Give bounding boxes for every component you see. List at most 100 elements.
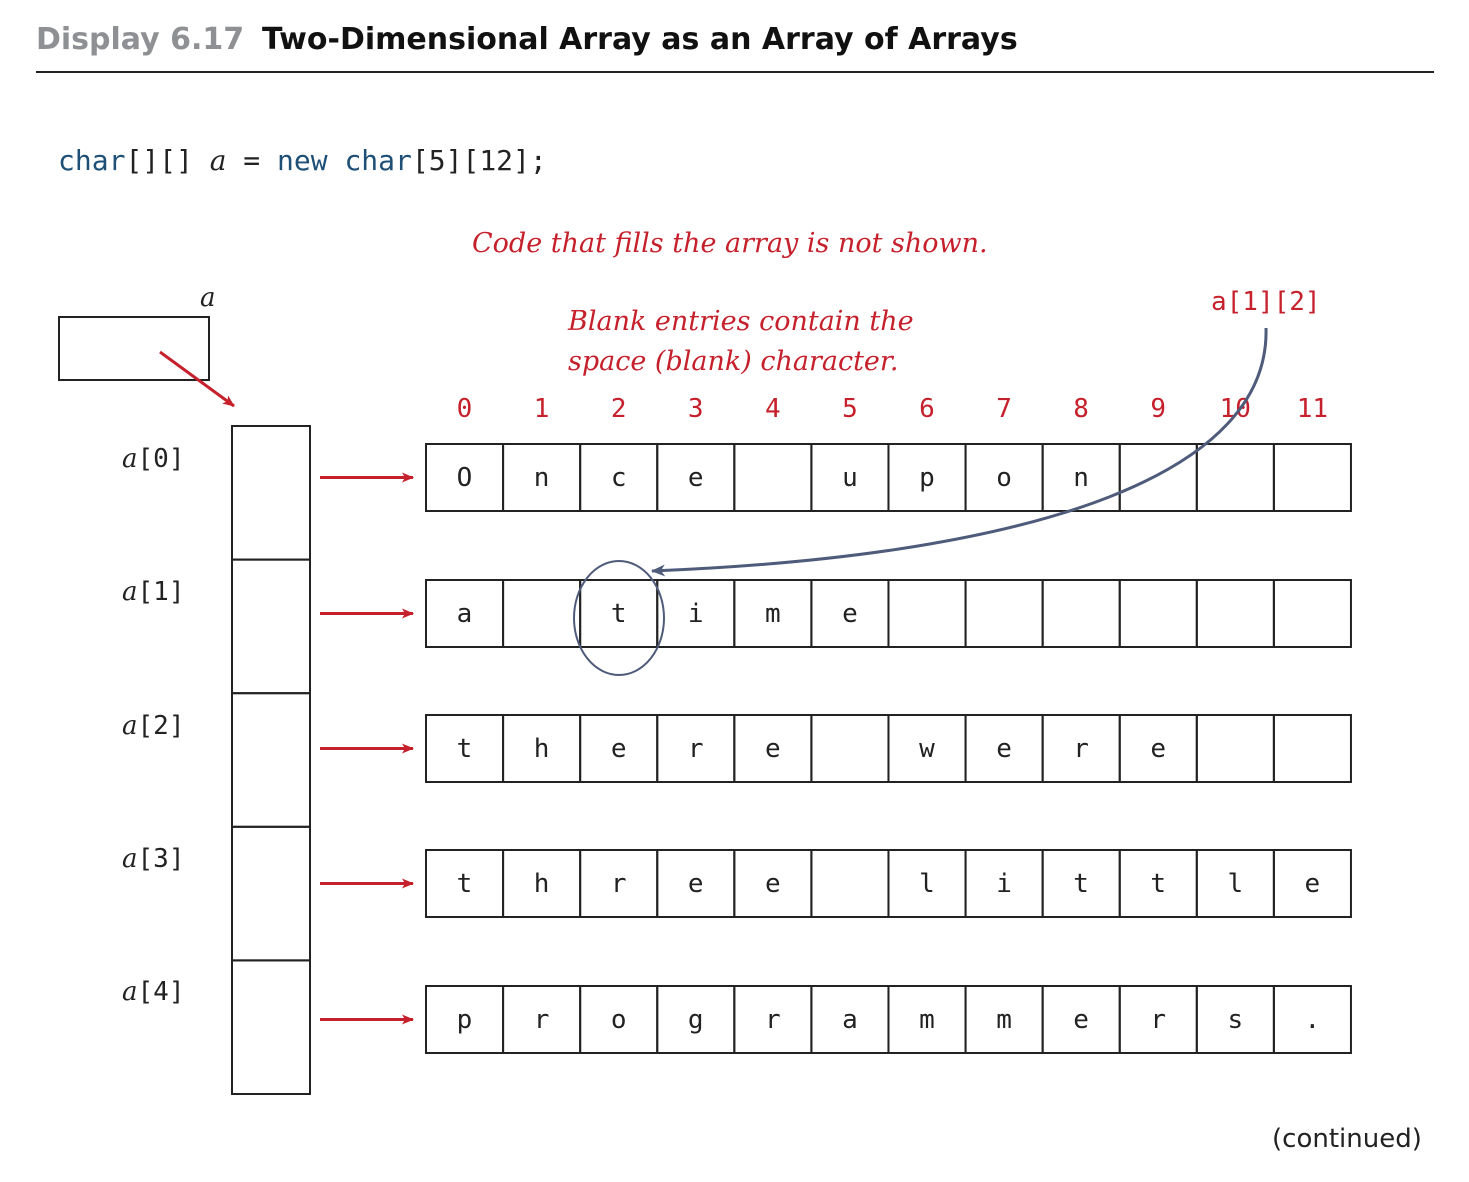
blank-note-line-1: Blank entries contain the [568,306,914,337]
array-cell: r [533,1004,550,1035]
cell-border [1272,985,1352,1054]
array-cell: h [533,868,550,899]
column-index: 9 [1150,394,1167,424]
array-cell: e [996,733,1012,764]
code-new-keyword: new [277,144,328,177]
cell-border [1195,849,1275,918]
cell-border [1272,443,1352,512]
grid-lines [425,443,1352,1054]
cell-border [810,985,890,1054]
cell-border [887,849,967,918]
array-cell: e [610,733,627,764]
column-index: 7 [996,394,1012,424]
outer-array-slot [231,825,311,962]
cell-border [656,714,736,783]
cell-border [733,714,813,783]
cell-border [1195,714,1275,783]
element-reference-arrow [651,327,1268,577]
array-cell: l [919,868,935,899]
array-cell: e [687,868,704,899]
reference-variable-box [58,316,210,381]
code-brackets: [][] [125,144,193,177]
row-label: a[3] [122,844,184,874]
cell-border [579,579,659,648]
cell-border [887,985,967,1054]
cell-border [579,985,659,1054]
cell-border [425,443,505,512]
outer-array [231,425,311,1096]
array-cell: a [456,598,473,629]
array-cell: e [1150,733,1167,764]
array-cell: r [610,868,627,899]
continued-label: (continued) [1272,1124,1422,1154]
row-label-var: a [122,711,138,741]
cell-border [887,714,967,783]
display-number: Display 6.17 [36,22,245,57]
code-dims: [5][12]; [411,144,547,177]
array-cell: g [687,1004,704,1035]
outer-array-slot [231,692,311,828]
cell-border [1118,985,1198,1054]
row-label-var: a [122,444,138,474]
blank-note-line-2: space (blank) character. [568,346,899,377]
cell-border [887,443,967,512]
reference-variable-label: a [200,283,216,313]
row-label-var: a [122,844,138,874]
cell-border [579,714,659,783]
cell-border [964,443,1044,512]
cell-border [425,714,505,783]
code-var: a [209,144,227,177]
array-cell: e [842,598,858,629]
cell-border [810,443,890,512]
cell-border [810,579,890,648]
cell-border [887,579,967,648]
cell-border [810,714,890,783]
row-label-index: [3] [137,844,185,874]
column-index: 5 [842,394,858,424]
cell-border [733,849,813,918]
row-label-index: [0] [137,444,185,474]
array-cell: r [1073,733,1089,764]
array-cell: t [456,733,473,764]
highlight-circle [573,560,665,676]
array-cell: p [919,462,935,493]
element-reference-label: a[1][2] [1211,287,1321,317]
array-cell: t [456,868,473,899]
cell-border [1041,849,1121,918]
cell-border [1041,714,1121,783]
array-cell: r [687,733,704,764]
array-cell: m [764,598,781,629]
array-cell: l [1227,868,1244,899]
cell-border [425,579,505,648]
row-label: a[0] [122,444,184,474]
row-label: a[4] [122,977,184,1007]
array-cell: u [842,462,858,493]
array-cell: m [996,1004,1012,1035]
row-label: a[1] [122,577,184,607]
cell-border [964,849,1044,918]
array-cell: t [610,598,627,629]
array-cell: m [919,1004,935,1035]
array-cell: p [456,1004,473,1035]
cell-border [502,849,582,918]
cell-border [579,443,659,512]
column-index: 11 [1296,394,1329,424]
cell-border [964,579,1044,648]
cell-border [1272,714,1352,783]
array-cell: t [1073,868,1089,899]
code-type: char [58,144,126,177]
column-index: 0 [456,394,473,424]
code-declaration: char[][] a = new char[5][12]; [58,144,547,177]
cell-border [502,443,582,512]
column-index: 8 [1073,394,1089,424]
row-label-var: a [122,977,138,1007]
cell-border [502,579,582,648]
cell-border [502,985,582,1054]
column-index: 1 [533,394,550,424]
cell-border [1195,579,1275,648]
cell-border [1272,849,1352,918]
reference-arrow [159,350,235,408]
cell-border [1118,443,1198,512]
cell-border [656,985,736,1054]
cell-border [1118,849,1198,918]
